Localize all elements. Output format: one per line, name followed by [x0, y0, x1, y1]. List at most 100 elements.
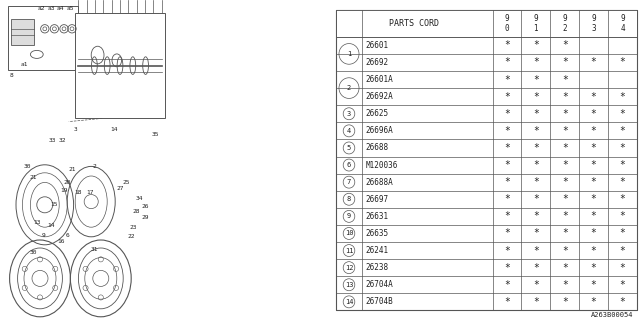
Text: 29: 29 — [142, 215, 149, 220]
Text: *: * — [504, 58, 510, 68]
Text: *: * — [591, 177, 596, 187]
Text: 14: 14 — [345, 299, 353, 305]
Text: 18: 18 — [75, 189, 82, 195]
Text: 26625: 26625 — [365, 109, 388, 118]
Text: *: * — [533, 109, 539, 119]
Text: 9: 9 — [347, 213, 351, 219]
Text: *: * — [562, 245, 568, 256]
Text: 7: 7 — [347, 179, 351, 185]
Text: 26601: 26601 — [365, 41, 388, 50]
Text: 31: 31 — [91, 247, 98, 252]
Text: 26692: 26692 — [365, 58, 388, 67]
Text: 26238: 26238 — [365, 263, 388, 272]
Text: 26697: 26697 — [365, 195, 388, 204]
Text: *: * — [562, 177, 568, 187]
Text: 6: 6 — [65, 233, 69, 238]
Text: *: * — [504, 40, 510, 50]
Text: 26688: 26688 — [365, 143, 388, 152]
Text: 26631: 26631 — [365, 212, 388, 221]
Text: *: * — [591, 143, 596, 153]
Text: *: * — [504, 280, 510, 290]
Text: *: * — [504, 160, 510, 170]
Text: 16: 16 — [57, 239, 65, 244]
Text: *: * — [504, 177, 510, 187]
Text: *: * — [562, 263, 568, 273]
Text: 17: 17 — [86, 189, 93, 195]
Text: PARTS CORD: PARTS CORD — [389, 19, 439, 28]
Text: *: * — [504, 228, 510, 238]
Text: *: * — [562, 160, 568, 170]
Text: *: * — [591, 194, 596, 204]
Text: *: * — [562, 297, 568, 307]
Text: *: * — [504, 194, 510, 204]
Text: *: * — [591, 263, 596, 273]
Text: 3: 3 — [74, 127, 77, 132]
Text: *: * — [533, 143, 539, 153]
Text: 21: 21 — [68, 167, 76, 172]
Text: 25: 25 — [123, 180, 130, 185]
Text: 9
4: 9 4 — [620, 14, 625, 33]
Text: a4: a4 — [57, 5, 65, 11]
Text: *: * — [504, 211, 510, 221]
Text: 1: 1 — [347, 51, 351, 57]
Text: 26: 26 — [142, 204, 149, 209]
Text: *: * — [591, 160, 596, 170]
Text: *: * — [504, 126, 510, 136]
Text: A263B00054: A263B00054 — [591, 312, 634, 318]
Text: *: * — [620, 211, 625, 221]
Text: 9
2: 9 2 — [563, 14, 567, 33]
Text: 26696A: 26696A — [365, 126, 393, 135]
Text: *: * — [591, 245, 596, 256]
Text: 9
0: 9 0 — [505, 14, 509, 33]
Text: 8: 8 — [347, 196, 351, 202]
Text: *: * — [533, 58, 539, 68]
Text: *: * — [562, 58, 568, 68]
Text: *: * — [591, 280, 596, 290]
Text: 26692A: 26692A — [365, 92, 393, 101]
Text: *: * — [562, 109, 568, 119]
Text: 26688A: 26688A — [365, 178, 393, 187]
Text: 10: 10 — [345, 230, 353, 236]
Text: 30: 30 — [30, 250, 37, 255]
Text: 11: 11 — [345, 248, 353, 253]
Text: 14: 14 — [110, 127, 117, 132]
Text: *: * — [504, 143, 510, 153]
Text: 8: 8 — [10, 73, 13, 78]
Text: 2: 2 — [347, 85, 351, 91]
Text: *: * — [562, 143, 568, 153]
Text: 30: 30 — [24, 164, 31, 169]
Text: 13: 13 — [33, 220, 40, 225]
Text: 28: 28 — [132, 209, 140, 214]
Text: *: * — [533, 228, 539, 238]
Text: *: * — [591, 58, 596, 68]
Text: 9
3: 9 3 — [591, 14, 596, 33]
Text: 9: 9 — [42, 233, 45, 238]
Text: 5: 5 — [347, 145, 351, 151]
FancyBboxPatch shape — [76, 13, 165, 118]
Text: *: * — [533, 280, 539, 290]
Text: 23: 23 — [129, 225, 136, 230]
Text: 4: 4 — [347, 128, 351, 134]
Text: a3: a3 — [47, 5, 55, 11]
Text: *: * — [620, 177, 625, 187]
Text: *: * — [620, 143, 625, 153]
Text: *: * — [562, 228, 568, 238]
Text: *: * — [533, 126, 539, 136]
Text: 34: 34 — [136, 196, 143, 201]
Text: *: * — [533, 40, 539, 50]
Text: *: * — [562, 211, 568, 221]
Text: 13: 13 — [345, 282, 353, 288]
Text: 32: 32 — [59, 138, 66, 143]
Text: 20: 20 — [63, 180, 71, 185]
Text: 19: 19 — [60, 188, 68, 193]
Text: *: * — [504, 245, 510, 256]
Text: 3: 3 — [347, 111, 351, 117]
Text: *: * — [504, 297, 510, 307]
Text: *: * — [620, 228, 625, 238]
Text: 26635: 26635 — [365, 229, 388, 238]
FancyBboxPatch shape — [8, 6, 79, 70]
Text: *: * — [620, 297, 625, 307]
Text: *: * — [562, 75, 568, 84]
Text: 26601A: 26601A — [365, 75, 393, 84]
Text: *: * — [533, 245, 539, 256]
